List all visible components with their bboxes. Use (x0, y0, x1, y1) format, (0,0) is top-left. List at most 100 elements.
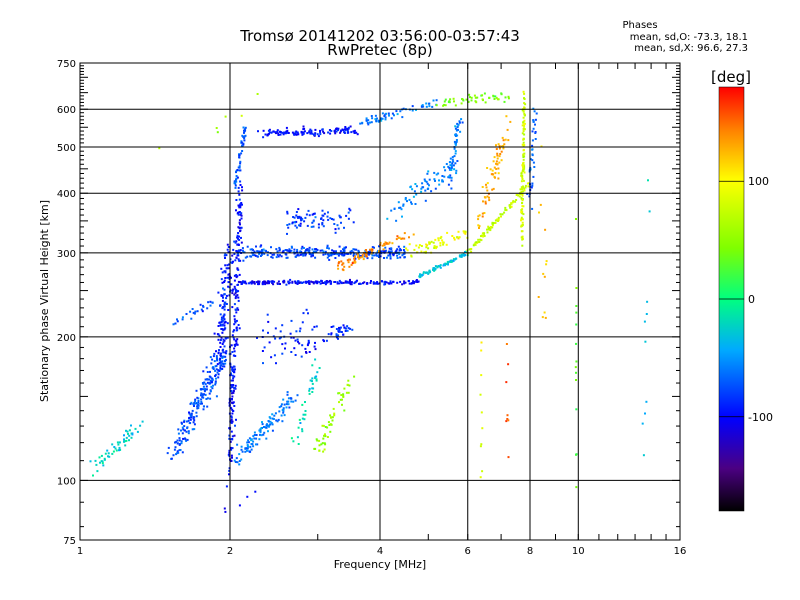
phase-stats-o: mean, sd,O: -73.3, 18.1 (629, 32, 748, 43)
data-point (494, 172, 497, 175)
data-point (185, 420, 188, 423)
data-point (366, 257, 369, 260)
data-point (521, 221, 524, 224)
data-point (278, 130, 281, 133)
data-point (496, 157, 499, 160)
data-point (448, 166, 451, 169)
data-point (239, 230, 241, 233)
data-point (486, 228, 488, 231)
data-point (415, 108, 417, 111)
data-point (269, 417, 272, 420)
data-point (312, 282, 315, 285)
data-point (414, 183, 417, 185)
data-point (348, 258, 351, 261)
data-point (293, 221, 296, 224)
data-point (213, 360, 216, 363)
data-point (355, 248, 358, 251)
data-point (240, 458, 243, 461)
data-point (326, 244, 329, 247)
data-point (464, 232, 467, 235)
data-point (448, 176, 451, 179)
data-point (521, 124, 524, 127)
x-tick-label: 2 (227, 546, 233, 557)
data-point (575, 305, 578, 307)
data-point (215, 368, 218, 371)
data-point (262, 248, 265, 251)
data-point (365, 119, 368, 122)
data-point (315, 378, 318, 381)
data-point (225, 294, 228, 297)
data-point (362, 282, 364, 285)
data-point (315, 438, 318, 441)
data-point (392, 254, 395, 257)
data-point (450, 167, 453, 170)
data-point (297, 443, 300, 445)
data-point (373, 246, 375, 249)
data-point (337, 337, 339, 340)
data-point (428, 269, 431, 272)
data-point (367, 250, 370, 253)
data-point (211, 358, 214, 361)
data-point (326, 247, 329, 249)
data-point (195, 389, 198, 392)
data-point (425, 271, 428, 274)
data-point (167, 446, 170, 449)
data-point (365, 251, 368, 253)
data-point (495, 144, 497, 147)
data-point (454, 133, 457, 136)
data-point (273, 414, 276, 417)
x-axis-label: Frequency [MHz] (334, 558, 426, 571)
data-point (275, 419, 278, 422)
data-point (241, 450, 244, 453)
data-point (287, 397, 290, 400)
data-point (333, 223, 336, 225)
data-point (337, 392, 340, 395)
data-point (279, 283, 281, 285)
data-point (94, 459, 97, 462)
data-point (237, 211, 239, 214)
data-point (330, 416, 332, 419)
data-point (295, 226, 298, 229)
data-point (306, 224, 309, 227)
data-point (220, 318, 223, 321)
data-point (233, 293, 236, 296)
data-point (292, 216, 295, 218)
data-point (322, 437, 325, 440)
data-point (449, 157, 452, 160)
data-point (378, 120, 380, 123)
data-point (260, 254, 263, 256)
data-point (268, 282, 270, 285)
data-point (215, 364, 218, 367)
data-point (402, 107, 405, 110)
data-point (285, 130, 288, 133)
data-point (286, 232, 288, 235)
data-point (277, 132, 280, 135)
data-point (228, 469, 231, 472)
data-point (214, 369, 217, 372)
data-point (297, 340, 299, 343)
data-point (545, 260, 548, 263)
data-point (435, 99, 438, 102)
data-point (238, 238, 241, 241)
data-point (229, 365, 232, 368)
data-point (375, 120, 378, 123)
data-point (304, 401, 306, 403)
data-point (233, 315, 236, 318)
data-point (412, 281, 415, 284)
data-point (292, 336, 295, 339)
data-point (353, 129, 356, 132)
data-point (125, 436, 128, 439)
data-point (217, 291, 220, 294)
data-point (543, 275, 546, 278)
data-point (345, 214, 348, 217)
data-point (456, 126, 459, 129)
data-point (420, 187, 423, 190)
data-point (338, 401, 340, 404)
data-point (473, 243, 476, 246)
data-point (336, 336, 338, 339)
data-point (209, 356, 212, 359)
data-point (523, 102, 526, 105)
data-point (390, 282, 393, 285)
data-point (339, 330, 342, 333)
data-point (406, 249, 409, 252)
